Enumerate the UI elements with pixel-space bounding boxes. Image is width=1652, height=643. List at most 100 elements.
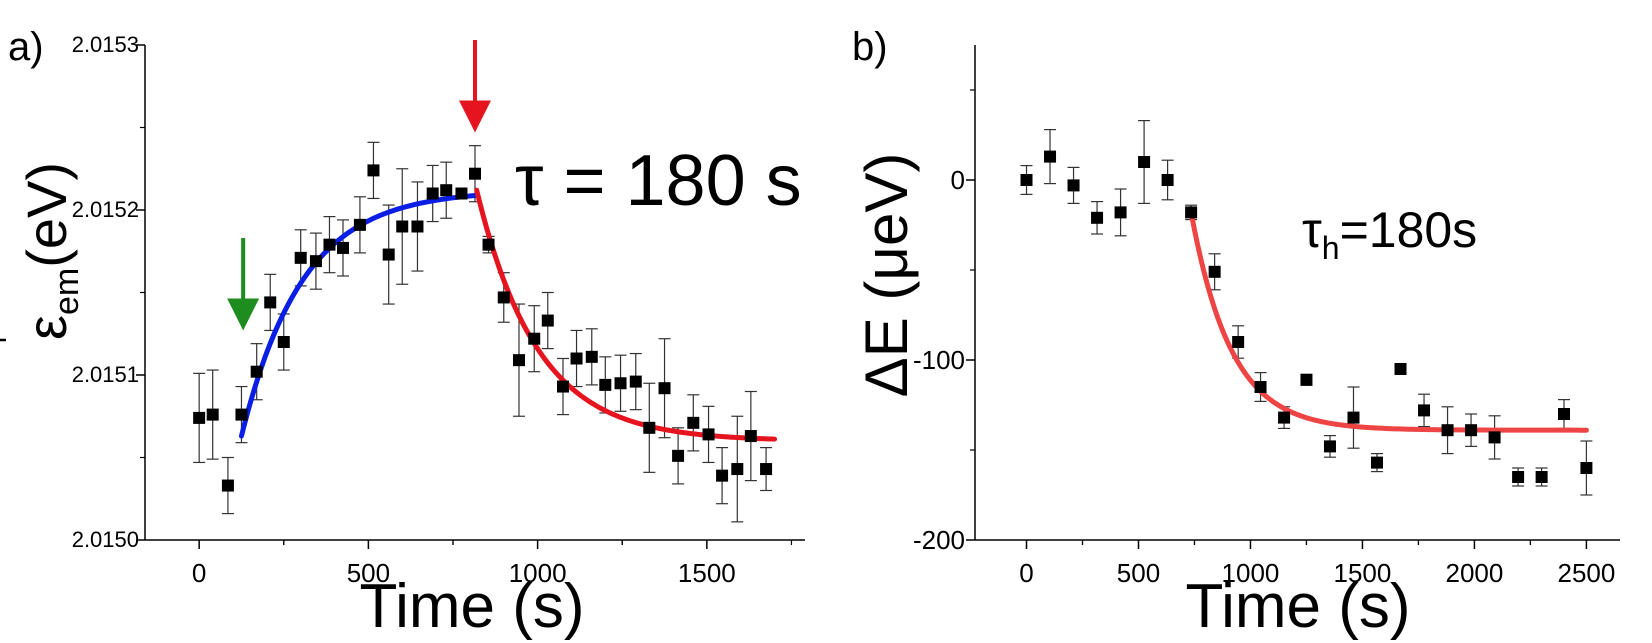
arrow bbox=[459, 40, 491, 133]
data-point bbox=[513, 354, 525, 367]
panel-a-fit-curves bbox=[238, 187, 778, 442]
panel-b-y-label: ΔE (μeV) bbox=[853, 153, 920, 398]
panel-a-y-label: εem(eV) bbox=[0, 162, 86, 342]
panel-a: a) 2.0150 2.0151 2.0152 2.0153 0 500 1000 1500… bbox=[0, 25, 805, 641]
panel-a-x-label: Time (s) bbox=[360, 572, 585, 641]
x-tick-label: 500 bbox=[1117, 558, 1160, 588]
data-point bbox=[1208, 265, 1221, 278]
data-point bbox=[614, 377, 627, 390]
panel-b-annotation-rest: =180s bbox=[1340, 202, 1478, 258]
data-point bbox=[323, 238, 336, 251]
panel-b-label: b) bbox=[852, 25, 888, 69]
x-tick-label: 2000 bbox=[1446, 558, 1504, 588]
y-tick-label: -100 bbox=[913, 345, 965, 375]
data-point bbox=[426, 187, 439, 200]
data-point bbox=[1371, 456, 1384, 469]
data-point bbox=[585, 350, 598, 363]
x-tick-label: 1500 bbox=[1334, 558, 1392, 588]
data-point bbox=[1323, 440, 1336, 453]
panel-b-data-points bbox=[1020, 150, 1593, 483]
data-point bbox=[528, 332, 541, 345]
data-point bbox=[277, 336, 290, 348]
panel-b: b) -200 -100 0 0 500 1000 1500 2000 2500 ΔE (μe… bbox=[852, 25, 1620, 641]
data-point bbox=[1512, 471, 1525, 483]
data-point bbox=[658, 382, 671, 395]
y-tick-label: 2.0153 bbox=[72, 32, 139, 57]
data-point bbox=[411, 220, 424, 233]
data-point bbox=[744, 430, 757, 443]
panel-b-y-ticks: -200 -100 0 bbox=[913, 89, 975, 555]
y-tick-label: 0 bbox=[951, 165, 965, 195]
x-tick-label: 500 bbox=[347, 558, 390, 588]
data-point bbox=[1558, 408, 1571, 420]
data-point bbox=[1091, 211, 1104, 224]
panel-b-annotation-tau: τ bbox=[1302, 202, 1322, 258]
data-point bbox=[382, 248, 395, 261]
data-point bbox=[1418, 404, 1431, 417]
data-point bbox=[1394, 363, 1407, 375]
data-point bbox=[557, 380, 569, 393]
data-point bbox=[353, 218, 366, 231]
data-point bbox=[309, 255, 322, 268]
svg-text:εem(eV): εem(eV) bbox=[15, 162, 86, 340]
panel-a-y-label-unit: (eV) bbox=[15, 162, 78, 268]
panel-a-y-label-symbol: ε bbox=[15, 315, 78, 340]
data-point bbox=[570, 352, 583, 365]
fit-curve bbox=[474, 187, 778, 442]
data-point bbox=[497, 291, 510, 304]
data-point bbox=[367, 164, 380, 177]
data-point bbox=[235, 408, 248, 421]
x-tick-label: 0 bbox=[1019, 558, 1033, 588]
arrow bbox=[227, 238, 260, 331]
y-tick-label: -200 bbox=[913, 525, 965, 555]
data-point bbox=[629, 375, 642, 388]
data-point bbox=[1020, 174, 1033, 186]
data-point bbox=[1161, 174, 1174, 186]
data-point bbox=[264, 296, 277, 309]
data-point bbox=[1254, 381, 1267, 393]
panel-a-y-ticks: 2.0150 2.0151 2.0152 2.0153 bbox=[72, 32, 145, 552]
data-point bbox=[294, 251, 307, 264]
x-tick-label: 1000 bbox=[1222, 558, 1280, 588]
panel-a-annotation: τ = 180 s bbox=[515, 141, 802, 221]
y-tick-label: 2.0151 bbox=[72, 362, 139, 387]
data-point bbox=[731, 463, 744, 476]
data-point bbox=[206, 408, 219, 421]
data-point bbox=[250, 365, 263, 378]
data-point bbox=[672, 449, 685, 462]
x-tick-label: 1500 bbox=[678, 558, 736, 588]
data-point bbox=[687, 416, 700, 429]
data-point bbox=[760, 463, 773, 476]
x-tick-label: 0 bbox=[192, 558, 206, 588]
data-point bbox=[1300, 373, 1313, 386]
panel-b-error-bars bbox=[1020, 119, 1593, 496]
data-point bbox=[1278, 411, 1291, 424]
data-point bbox=[193, 411, 206, 424]
data-point bbox=[1044, 150, 1057, 163]
panel-b-x-label: Time (s) bbox=[1186, 572, 1411, 641]
data-point bbox=[599, 378, 612, 391]
data-point bbox=[396, 220, 409, 233]
data-point bbox=[716, 469, 729, 482]
arrow-head bbox=[227, 298, 260, 331]
data-point bbox=[1488, 431, 1501, 444]
y-tick-label: 2.0152 bbox=[72, 197, 139, 222]
data-point bbox=[702, 428, 715, 441]
data-point bbox=[440, 184, 453, 197]
data-point bbox=[643, 421, 656, 434]
data-point bbox=[469, 167, 481, 180]
data-point bbox=[1114, 206, 1127, 219]
x-tick-label: 2500 bbox=[1557, 558, 1615, 588]
fit-curve bbox=[238, 192, 480, 439]
panel-b-annotation-sub: h bbox=[1322, 230, 1340, 266]
data-point bbox=[1441, 424, 1454, 437]
data-point bbox=[1580, 462, 1593, 474]
panel-a-y-label-sub: em bbox=[48, 268, 86, 315]
arrow-head bbox=[459, 100, 491, 133]
data-point bbox=[1465, 424, 1478, 437]
data-point bbox=[482, 238, 495, 251]
panel-a-arrows bbox=[227, 40, 491, 331]
data-point bbox=[1138, 156, 1151, 168]
data-point bbox=[1185, 206, 1198, 219]
